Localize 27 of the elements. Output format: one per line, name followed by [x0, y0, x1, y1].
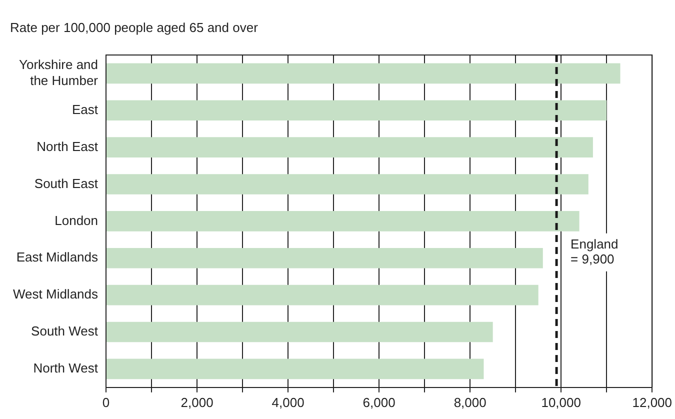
bar — [106, 174, 588, 194]
bar — [106, 284, 538, 306]
y-tick-label: South West — [31, 324, 98, 339]
bar — [106, 248, 543, 268]
x-tick-label: 8,000 — [454, 394, 486, 410]
x-tick-label: 4,000 — [272, 394, 304, 410]
y-tick-label: North West — [33, 360, 98, 376]
y-tick-label: Yorkshire and the Humber — [19, 57, 99, 88]
bar — [106, 358, 484, 380]
x-tick-label: 6,000 — [362, 394, 396, 410]
x-tick-label: 10,000 — [541, 394, 581, 410]
y-tick-label: London — [54, 212, 98, 228]
chart-title: Rate per 100,000 people aged 65 and over — [10, 20, 258, 35]
ref-line-label: England = 9,900 — [570, 236, 618, 266]
y-tick-label: East Midlands — [16, 250, 99, 265]
y-tick-label: East — [72, 102, 98, 117]
bar — [106, 137, 593, 158]
bar — [106, 211, 580, 232]
y-tick-label: West Midlands — [13, 286, 99, 302]
y-tick-label: South East — [34, 176, 98, 191]
bar — [106, 100, 607, 121]
x-tick-label: 0 — [102, 394, 110, 410]
y-tick-label: North East — [36, 138, 98, 154]
bar — [106, 322, 493, 342]
bar — [106, 63, 620, 84]
x-tick-label: 12,000 — [632, 394, 672, 410]
x-tick-label: 2,000 — [180, 394, 214, 410]
